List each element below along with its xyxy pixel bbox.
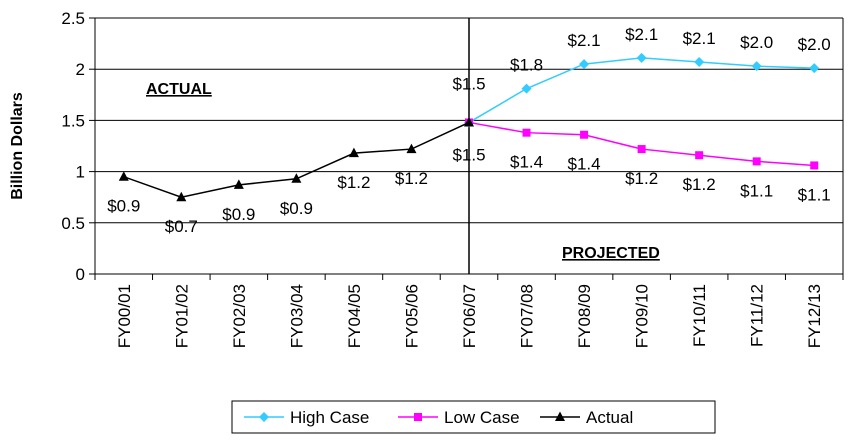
data-label: $1.2	[337, 173, 370, 192]
x-tick-label: FY01/02	[172, 284, 191, 348]
data-point	[521, 83, 532, 94]
legend-marker	[259, 412, 269, 422]
data-point	[118, 171, 129, 181]
data-label: $2.1	[683, 29, 716, 48]
data-point	[636, 52, 647, 63]
data-point	[695, 151, 704, 160]
actual-region-label: ACTUAL	[146, 81, 212, 98]
x-tick-label: FY07/08	[518, 284, 537, 348]
data-point	[752, 157, 761, 166]
data-label: $0.9	[222, 205, 255, 224]
y-tick-label: 0	[76, 265, 85, 284]
tick-labels: 0 0.5 1 1.5 2 2.5 FY00/01 FY01/02 FY02/03 FY03/04…	[61, 9, 824, 348]
x-tick-label: FY06/07	[460, 284, 479, 348]
x-tick-label: FY00/01	[115, 284, 134, 348]
data-label: $2.1	[568, 31, 601, 50]
data-point	[637, 145, 646, 154]
data-point	[176, 191, 187, 202]
data-point	[406, 143, 417, 154]
data-label: $0.7	[165, 217, 198, 236]
y-tick-label: 0.5	[61, 214, 85, 233]
data-label: $1.4	[568, 155, 601, 174]
y-tick-label: 2.5	[61, 9, 85, 28]
legend-box	[231, 400, 716, 434]
x-tick-label: FY11/12	[748, 284, 767, 347]
data-label: $2.0	[740, 33, 773, 52]
legend-label: Low Case	[444, 408, 520, 427]
series-lines	[118, 52, 820, 202]
data-label: $2.1	[625, 25, 658, 44]
y-axis-title: Billion Dollars	[9, 92, 26, 200]
x-tick-label: FY04/05	[345, 284, 364, 348]
data-labels: $1.8 $2.1 $2.1 $2.1 $2.0 $2.0 $1.4 $1.4 $1.2 $1.2…	[107, 25, 831, 236]
data-label: $1.4	[510, 153, 543, 172]
data-point	[809, 63, 820, 74]
data-label: $1.2	[683, 175, 716, 194]
data-label: $1.2	[625, 169, 658, 188]
y-tick-label: 2	[76, 60, 85, 79]
x-tick-label: FY10/11	[690, 284, 709, 347]
data-point	[579, 59, 590, 70]
data-point	[291, 173, 302, 183]
data-point	[464, 116, 474, 127]
projected-region-label: PROJECTED	[562, 245, 660, 262]
data-label: $1.8	[510, 56, 543, 75]
data-point	[694, 57, 705, 68]
legend-label: Actual	[586, 408, 633, 427]
x-tick-label: FY05/06	[402, 284, 421, 348]
x-tick-label: FY09/10	[633, 284, 652, 348]
legend: High Case Low Case Actual	[231, 400, 716, 434]
data-point	[522, 128, 531, 137]
data-point	[751, 61, 762, 72]
data-label: $1.5	[452, 74, 485, 93]
x-tick-label: FY12/13	[805, 284, 824, 348]
x-tick-label: FY08/09	[575, 284, 594, 348]
data-label: $0.9	[107, 197, 140, 216]
data-point	[810, 161, 819, 170]
data-label: $0.9	[280, 199, 313, 218]
legend-marker	[555, 411, 565, 421]
data-point	[580, 130, 589, 139]
data-label: $1.1	[798, 185, 831, 204]
data-label: $1.2	[395, 169, 428, 188]
data-label: $1.5	[452, 145, 485, 164]
x-tick-label: FY02/03	[230, 284, 249, 348]
data-point	[348, 147, 359, 158]
y-tick-label: 1	[76, 163, 85, 182]
legend-marker	[414, 413, 422, 421]
x-tick-label: FY03/04	[287, 284, 306, 348]
y-tick-label: 1.5	[61, 111, 85, 130]
data-point	[233, 179, 244, 189]
data-label: $2.0	[798, 35, 831, 54]
data-label: $1.1	[740, 181, 773, 200]
legend-label: High Case	[290, 408, 369, 427]
